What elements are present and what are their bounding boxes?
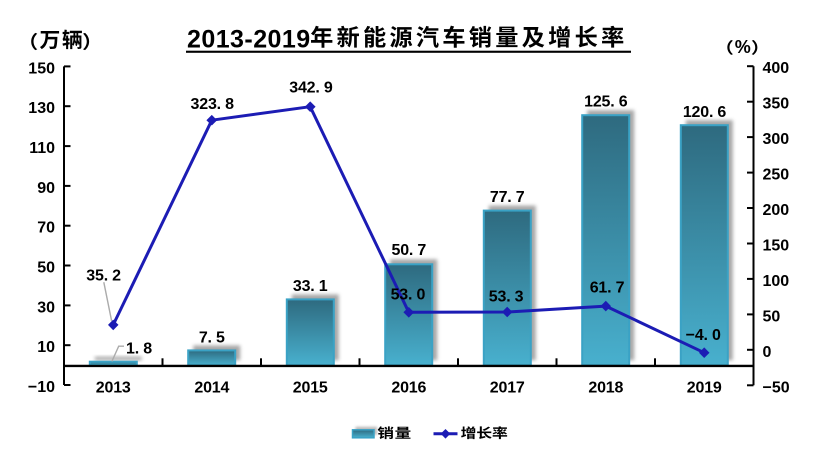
- svg-text:35. 2: 35. 2: [86, 267, 121, 284]
- svg-text:70: 70: [37, 220, 55, 237]
- svg-text:61. 7: 61. 7: [590, 280, 625, 297]
- svg-text:7. 5: 7. 5: [199, 330, 225, 347]
- svg-text:2017: 2017: [490, 380, 525, 397]
- svg-text:2018: 2018: [588, 380, 623, 397]
- svg-text:50: 50: [763, 308, 781, 325]
- svg-text:150: 150: [28, 60, 55, 77]
- svg-text:2019: 2019: [687, 380, 722, 397]
- svg-text:110: 110: [29, 140, 55, 157]
- svg-text:53. 3: 53. 3: [489, 289, 524, 306]
- svg-text:−4. 0: −4. 0: [686, 327, 721, 344]
- svg-text:%: %: [735, 37, 751, 57]
- svg-text:2013: 2013: [96, 380, 131, 397]
- svg-text:350: 350: [763, 96, 790, 113]
- svg-text:125. 6: 125. 6: [584, 94, 628, 111]
- svg-text:−50: −50: [763, 379, 790, 396]
- svg-text:77. 7: 77. 7: [490, 189, 525, 206]
- svg-text:120. 6: 120. 6: [683, 104, 727, 121]
- svg-text:90: 90: [37, 180, 55, 197]
- svg-text:130: 130: [28, 100, 55, 117]
- svg-text:0: 0: [763, 344, 772, 361]
- svg-text:50: 50: [37, 260, 55, 277]
- svg-text:2015: 2015: [293, 380, 328, 397]
- svg-text:33. 1: 33. 1: [293, 278, 328, 295]
- svg-text:2014: 2014: [194, 380, 229, 397]
- svg-text:2013-2019: 2013-2019: [187, 26, 311, 54]
- svg-text:1. 8: 1. 8: [126, 340, 152, 357]
- svg-text:2016: 2016: [391, 380, 426, 397]
- svg-text:100: 100: [763, 273, 790, 290]
- svg-text:200: 200: [763, 202, 790, 219]
- svg-text:10: 10: [37, 339, 55, 356]
- svg-text:300: 300: [763, 131, 790, 148]
- svg-text:323. 8: 323. 8: [191, 96, 235, 113]
- svg-text:50. 7: 50. 7: [392, 242, 427, 259]
- svg-text:30: 30: [37, 299, 55, 316]
- svg-text:250: 250: [763, 167, 790, 184]
- svg-text:150: 150: [763, 238, 790, 255]
- svg-text:400: 400: [763, 60, 790, 77]
- svg-text:−10: −10: [28, 379, 55, 396]
- svg-text:342. 9: 342. 9: [289, 80, 333, 97]
- svg-text:53. 0: 53. 0: [391, 287, 426, 304]
